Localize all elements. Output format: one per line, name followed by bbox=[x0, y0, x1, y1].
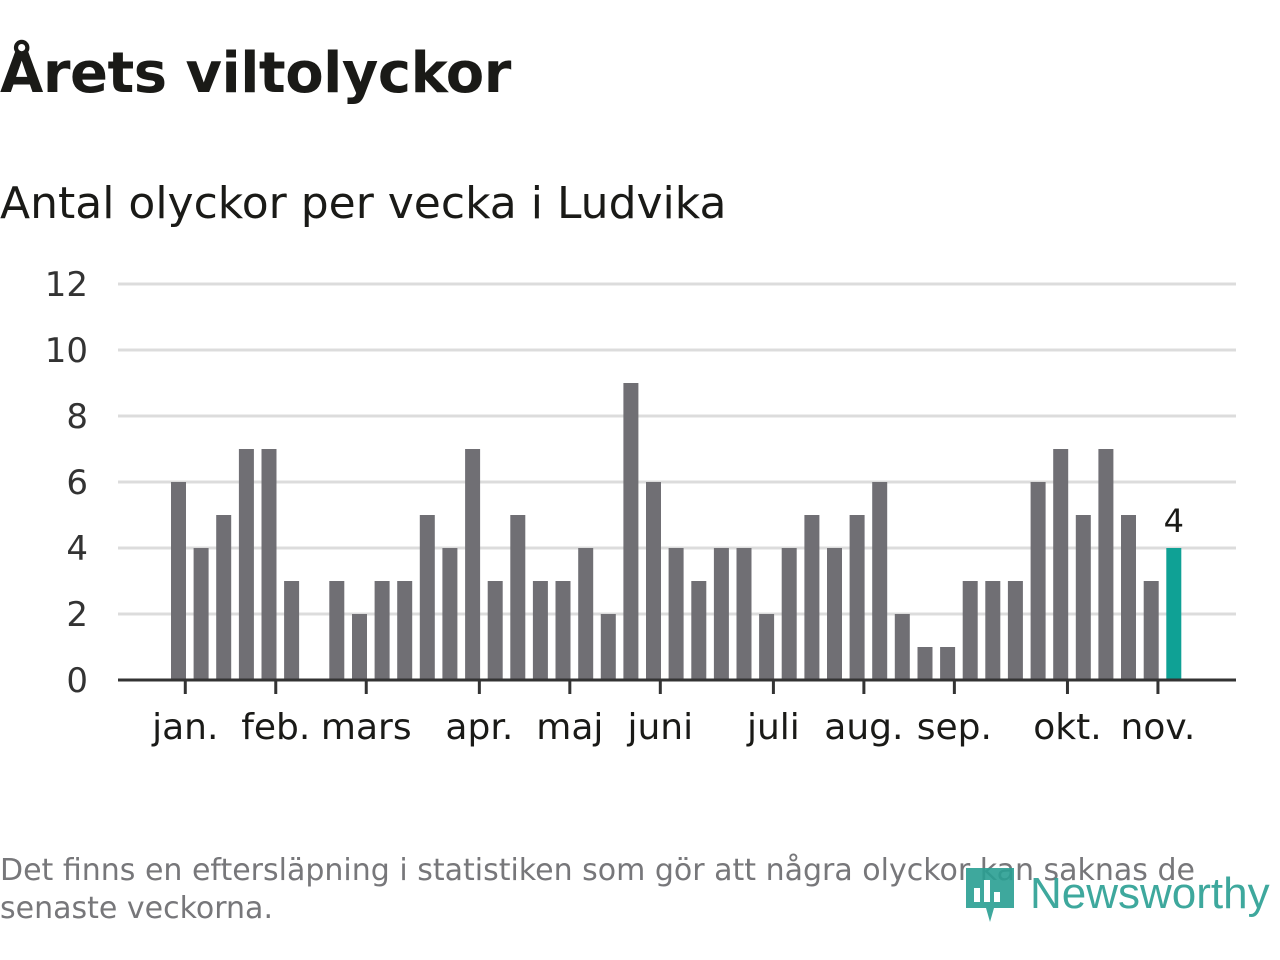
x-tick-label: maj bbox=[536, 707, 603, 748]
bar bbox=[827, 548, 842, 680]
x-tick-label: aug. bbox=[824, 707, 903, 748]
bar bbox=[781, 548, 797, 680]
bar bbox=[578, 548, 594, 680]
brand-name: Newsworthy bbox=[1030, 869, 1270, 918]
x-tick-label: juli bbox=[746, 707, 800, 748]
chart-subtitle: Antal olyckor per vecka i Ludvika bbox=[0, 178, 727, 229]
bar bbox=[1030, 482, 1046, 680]
x-tick-label: juni bbox=[626, 707, 693, 748]
y-tick-label: 6 bbox=[66, 463, 88, 503]
bar bbox=[510, 515, 526, 680]
bar bbox=[397, 581, 413, 680]
bar bbox=[487, 581, 503, 680]
y-tick-label: 12 bbox=[45, 265, 88, 305]
bar bbox=[600, 614, 616, 680]
y-axis-ticks: 0 2 4 6 8 10 12 bbox=[45, 265, 88, 701]
bar bbox=[532, 581, 548, 680]
bar bbox=[1007, 581, 1023, 680]
x-axis-ticks: jan. feb. mars apr. maj juni juli aug. sep. okt. n… bbox=[151, 680, 1195, 748]
bar bbox=[1143, 581, 1159, 680]
bar bbox=[238, 449, 254, 680]
x-tick-label: nov. bbox=[1121, 707, 1196, 748]
x-tick-label: mars bbox=[321, 707, 412, 748]
data-label-latest: 4 bbox=[1164, 502, 1184, 540]
x-tick-label: apr. bbox=[445, 707, 513, 748]
bar bbox=[668, 548, 684, 680]
y-tick-label: 2 bbox=[66, 595, 88, 635]
bar bbox=[1075, 515, 1091, 680]
newsworthy-logo-icon bbox=[966, 868, 1014, 922]
bar bbox=[985, 581, 1001, 680]
bar bbox=[940, 647, 956, 680]
x-tick-label: feb. bbox=[241, 707, 310, 748]
y-tick-label: 4 bbox=[66, 529, 88, 569]
bar bbox=[555, 581, 571, 680]
y-tick-label: 8 bbox=[66, 397, 88, 437]
bar bbox=[193, 548, 209, 680]
bar bbox=[872, 482, 888, 680]
bars bbox=[171, 383, 1182, 680]
bar bbox=[736, 548, 752, 680]
chart-title: Årets viltolyckor bbox=[0, 41, 511, 106]
y-tick-label: 10 bbox=[45, 331, 88, 371]
bar bbox=[804, 515, 820, 680]
bar bbox=[1053, 449, 1069, 680]
bar-chart: 0 2 4 6 8 10 12 jan. feb. mars apr. maj juni juli aug… bbox=[45, 265, 1236, 748]
x-tick-label: okt. bbox=[1033, 707, 1101, 748]
bar bbox=[419, 515, 435, 680]
bar bbox=[691, 581, 707, 680]
bar bbox=[284, 581, 300, 680]
bar bbox=[216, 515, 232, 680]
x-tick-label: sep. bbox=[917, 707, 992, 748]
bar bbox=[713, 548, 729, 680]
bar bbox=[442, 548, 458, 680]
data-labels: 4 bbox=[1164, 502, 1184, 540]
bar bbox=[1121, 515, 1136, 680]
bar bbox=[374, 581, 390, 680]
bar bbox=[465, 449, 481, 680]
brand-logo: Newsworthy bbox=[964, 862, 1270, 926]
bar bbox=[894, 614, 910, 680]
bar bbox=[352, 614, 367, 680]
bar bbox=[646, 482, 661, 680]
bar bbox=[849, 515, 865, 680]
bar bbox=[1098, 449, 1114, 680]
bar-latest bbox=[1166, 548, 1182, 680]
bar bbox=[171, 482, 186, 680]
bar bbox=[623, 383, 639, 680]
x-tick-label: jan. bbox=[151, 707, 218, 748]
bar bbox=[917, 647, 933, 680]
bar bbox=[962, 581, 978, 680]
y-tick-label: 0 bbox=[66, 661, 88, 701]
bar bbox=[329, 581, 345, 680]
bar bbox=[759, 614, 775, 680]
bar bbox=[261, 449, 277, 680]
